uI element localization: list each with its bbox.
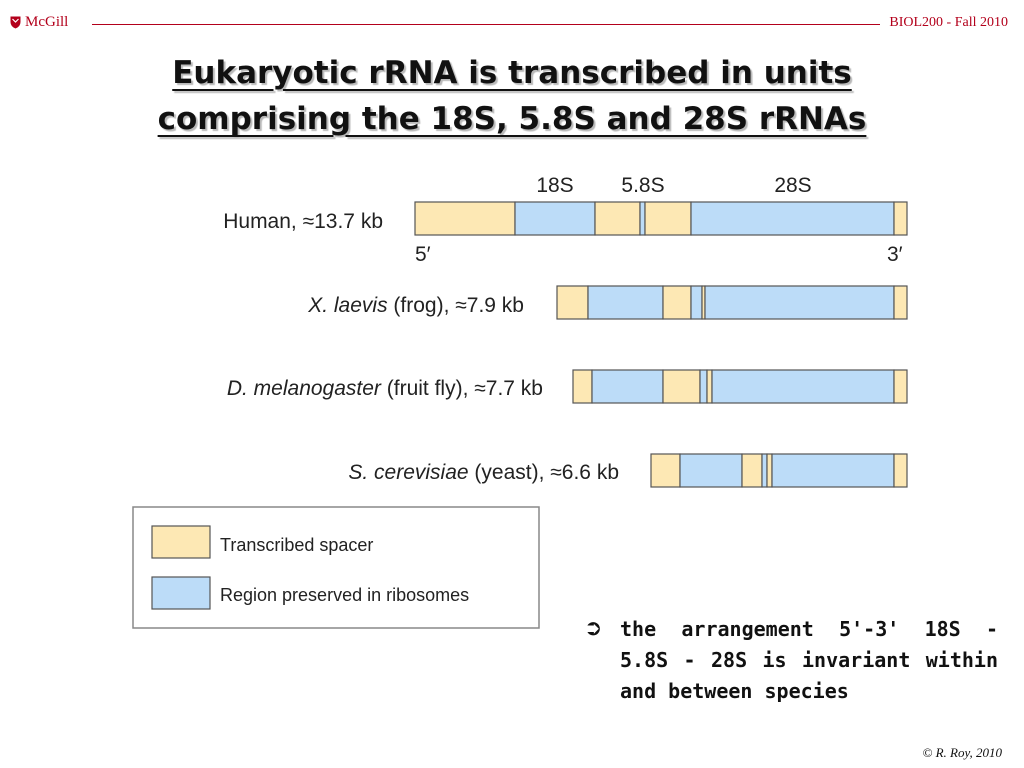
five-prime-label: 5′ [415, 243, 431, 266]
title-line-1: Eukaryotic rRNA is transcribed in units [172, 55, 852, 91]
segment-frog-spacer-0 [556, 285, 589, 320]
slide-header: McGill BIOL200 - Fall 2010 [0, 0, 1024, 48]
course-label: BIOL200 - Fall 2010 [889, 15, 1008, 30]
segment-fruit-fly-spacer-6 [893, 369, 908, 404]
segment-human-spacer-0 [414, 201, 516, 236]
legend-swatch-preserved [151, 576, 211, 610]
gene-label-18s: 18S [536, 174, 573, 197]
species-label-yeast: S. cerevisiae (yeast), ≈6.6 kb [348, 461, 619, 484]
segment-human-preserved-5 [690, 201, 895, 236]
species-label-frog: X. laevis (frog), ≈7.9 kb [307, 294, 524, 317]
copyright: © R. Roy, 2010 [922, 745, 1002, 760]
gene-label-5-8s: 5.8S [621, 174, 664, 197]
segment-human-spacer-6 [893, 201, 908, 236]
segment-human-spacer-2 [594, 201, 641, 236]
title-line-2: comprising the 18S, 5.8S and 28S rRNAs [157, 101, 867, 137]
legend-box [132, 506, 540, 629]
legend-swatch-spacer [151, 525, 211, 559]
legend-label-preserved: Region preserved in ribosomes [220, 585, 469, 605]
logo-text: McGill [25, 14, 69, 30]
segment-yeast-spacer-4 [766, 453, 773, 488]
header-divider [92, 24, 880, 25]
gene-label-28s: 28S [774, 174, 811, 197]
segment-frog-preserved-1 [587, 285, 664, 320]
three-prime-label: 3′ [887, 243, 903, 266]
segment-frog-preserved-3 [690, 285, 703, 320]
segment-yeast-preserved-3 [761, 453, 768, 488]
segment-yeast-preserved-1 [679, 453, 743, 488]
bullet-text: the arrangement 5'-3' 18S - 5.8S - 28S i… [620, 617, 998, 703]
segment-yeast-preserved-5 [771, 453, 895, 488]
segment-yeast-spacer-0 [650, 453, 681, 488]
species-label-fruit-fly: D. melanogaster (fruit fly), ≈7.7 kb [227, 377, 543, 400]
segment-yeast-spacer-2 [741, 453, 763, 488]
slide-title: Eukaryotic rRNA is transcribed in units … [40, 50, 984, 142]
mcgill-logo: McGill [10, 14, 68, 31]
segment-fruit-fly-spacer-4 [706, 369, 713, 404]
segment-human-preserved-3 [639, 201, 646, 236]
segment-frog-spacer-2 [662, 285, 692, 320]
segment-human-preserved-1 [514, 201, 596, 236]
segment-fruit-fly-preserved-3 [699, 369, 708, 404]
segment-frog-preserved-5 [704, 285, 895, 320]
legend-label-spacer: Transcribed spacer [220, 535, 373, 555]
segment-frog-spacer-6 [893, 285, 908, 320]
species-label-human: Human, ≈13.7 kb [223, 210, 383, 233]
segment-yeast-spacer-6 [893, 453, 908, 488]
segment-fruit-fly-spacer-2 [662, 369, 701, 404]
arrow-bullet-icon: ➲ [584, 616, 603, 641]
segment-human-spacer-4 [644, 201, 692, 236]
segment-fruit-fly-preserved-5 [711, 369, 895, 404]
mcgill-shield-icon [10, 16, 21, 29]
segment-fruit-fly-preserved-1 [591, 369, 664, 404]
bullet-point: ➲ the arrangement 5'-3' 18S - 5.8S - 28S… [584, 614, 998, 707]
segment-fruit-fly-spacer-0 [572, 369, 593, 404]
